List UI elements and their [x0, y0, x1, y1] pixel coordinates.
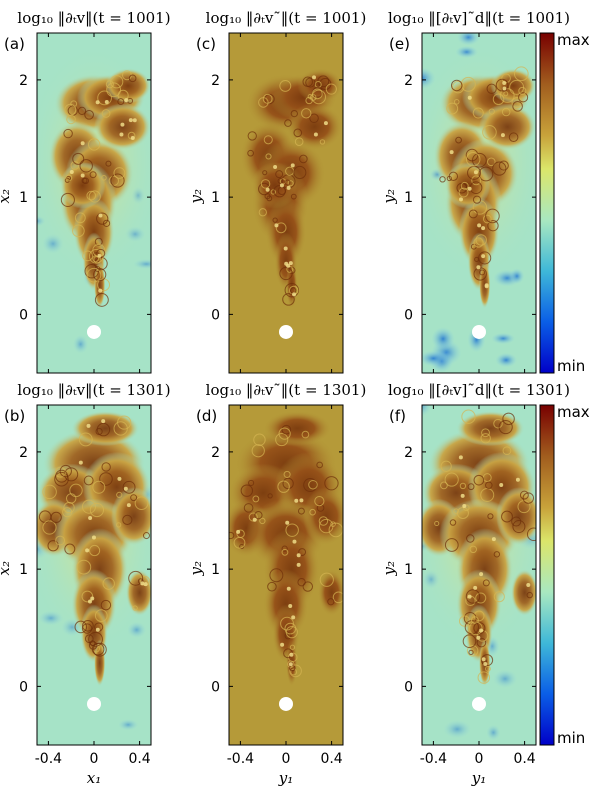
x-tick-label: -0.4: [35, 751, 62, 767]
x-tick-label: 0.4: [320, 751, 342, 767]
x-axis-label: x₁: [87, 769, 101, 786]
x-tick-label: -0.4: [227, 751, 254, 767]
colorbar-gradient: [539, 404, 555, 746]
panel-title: log₁₀ ‖[∂ₜv]˜d‖(t = 1301): [388, 381, 570, 399]
panel-label: (c): [196, 35, 216, 53]
colorbar-gradient: [539, 32, 555, 374]
y-axis-label: x₂: [0, 561, 13, 575]
cylinder-obstacle: [472, 696, 486, 711]
x-axis-label: y₁: [471, 769, 487, 786]
y-tick-label: 0: [211, 307, 220, 323]
cylinder-obstacle: [279, 324, 293, 339]
y-tick-label: 1: [404, 190, 413, 206]
vorticity-field: [37, 43, 151, 354]
y-tick-label: 2: [19, 445, 28, 461]
panel-label: (a): [4, 35, 25, 53]
panel-label: (d): [196, 407, 217, 425]
panel-e: 0 1 2 y₂ log₁₀ ‖[∂ₜv]˜d‖(t = 1001) (e): [380, 9, 570, 374]
y-tick-label: 0: [19, 679, 28, 695]
y-tick-label: 2: [404, 445, 413, 461]
panel-title: log₁₀ ‖∂ₜv‖(t = 1301): [17, 381, 170, 399]
colorbar: max min: [539, 31, 590, 375]
colorbar: max min: [539, 403, 590, 747]
y-tick-label: 1: [19, 190, 28, 206]
vorticity-field: [37, 410, 151, 731]
colorbar-min-label: min: [557, 357, 585, 375]
panel-label: (e): [389, 35, 410, 53]
panel-b: 0 1 2 -0.4 0 0.4 x₁ x₂ log₁₀ ‖∂ₜv‖(t = 1301) (b): [0, 381, 171, 786]
panel-f: 0 1 2 -0.4 0 0.4 y₁ y₂ log₁₀ ‖[∂ₜv]˜d‖(t = 1301)…: [380, 381, 570, 786]
panel-label: (b): [4, 407, 25, 425]
panel-title: log₁₀ ‖∂ₜv‖(t = 1001): [17, 9, 170, 27]
panel-label: (f): [389, 407, 406, 425]
y-axis-label: y₂: [187, 561, 205, 577]
y-tick-label: 0: [404, 679, 413, 695]
y-tick-label: 0: [19, 307, 28, 323]
cylinder-obstacle: [87, 324, 101, 339]
vorticity-field: [240, 68, 343, 309]
y-tick-label: 1: [211, 190, 220, 206]
y-tick-label: 2: [211, 73, 220, 89]
vorticity-field: [422, 405, 536, 741]
y-axis-label: y₂: [380, 189, 398, 205]
x-tick-label: 0.4: [128, 751, 150, 767]
y-tick-label: 0: [211, 679, 220, 695]
panel-a: 0 1 2 x₂ log₁₀ ‖∂ₜv‖(t = 1001) (a): [0, 9, 171, 374]
y-tick-label: 0: [404, 307, 413, 323]
cylinder-obstacle: [279, 696, 293, 711]
y-axis-label: y₂: [380, 561, 398, 577]
colorbar-max-label: max: [557, 31, 590, 49]
panel-c: 0 1 2 y₂ log₁₀ ‖∂ₜv˜‖(t = 1001) (c): [187, 9, 367, 374]
y-tick-label: 1: [19, 562, 28, 578]
vorticity-field: [229, 410, 343, 687]
y-axis-label: x₂: [0, 189, 13, 203]
y-axis-label: y₂: [187, 189, 205, 205]
colorbar-min-label: min: [557, 729, 585, 747]
panel-title: log₁₀ ‖∂ₜv˜‖(t = 1301): [206, 381, 367, 399]
panel-title: log₁₀ ‖∂ₜv˜‖(t = 1001): [206, 9, 367, 27]
y-tick-label: 2: [211, 445, 220, 461]
panel-title: log₁₀ ‖[∂ₜv]˜d‖(t = 1001): [388, 9, 570, 27]
y-tick-label: 1: [404, 562, 413, 578]
x-tick-label: 0.4: [513, 751, 535, 767]
colorbar-max-label: max: [557, 403, 590, 421]
vorticity-field: [422, 33, 536, 373]
y-tick-label: 1: [211, 562, 220, 578]
panel-d: 0 1 2 -0.4 0 0.4 y₁ y₂ log₁₀ ‖∂ₜv˜‖(t = 1301) (d): [187, 381, 366, 786]
x-axis-label: y₁: [278, 769, 294, 786]
x-tick-label: 0: [90, 751, 99, 767]
x-tick-label: -0.4: [420, 751, 447, 767]
x-tick-label: 0: [475, 751, 484, 767]
cylinder-obstacle: [87, 696, 101, 711]
cylinder-obstacle: [472, 324, 486, 339]
y-tick-label: 2: [19, 73, 28, 89]
y-tick-label: 2: [404, 73, 413, 89]
x-tick-label: 0: [282, 751, 291, 767]
